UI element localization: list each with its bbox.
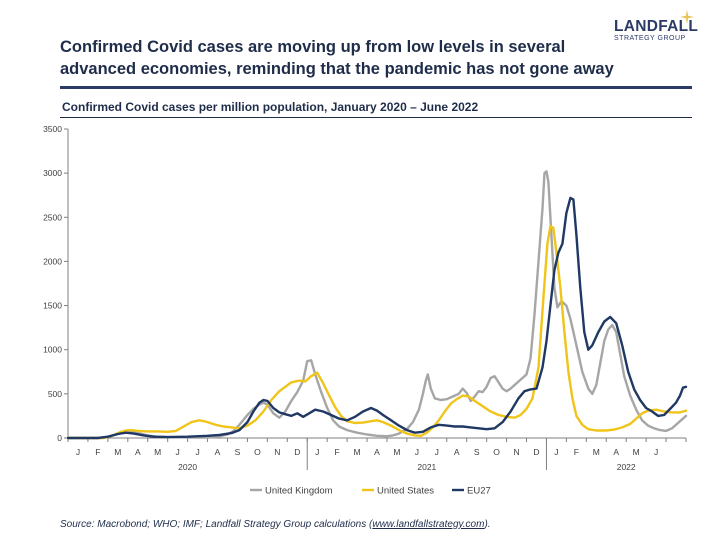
x-tick-label: M: [393, 447, 400, 457]
source-link[interactable]: www.landfallstrategy.com: [372, 519, 485, 530]
x-tick-label: A: [215, 447, 221, 457]
series-line-eu27: [66, 196, 688, 440]
series-line-united-states: [66, 224, 688, 440]
legend-label-united-states: United States: [377, 486, 434, 497]
y-tick-label: 3000: [43, 168, 62, 178]
x-tick-label: D: [294, 447, 300, 457]
star-icon: [680, 10, 694, 24]
x-tick-label: M: [593, 447, 600, 457]
y-tick-label: 0: [57, 433, 62, 443]
x-tick-label: J: [315, 447, 319, 457]
y-tick-label: 3500: [43, 124, 62, 134]
x-tick-label: N: [274, 447, 280, 457]
legend-label-eu27: EU27: [467, 486, 491, 497]
x-tick-label: J: [176, 447, 180, 457]
source-text: Source: Macrobond; WHO; IMF; Landfall St…: [60, 519, 373, 530]
x-tick-label: J: [654, 447, 658, 457]
x-tick-label: J: [415, 447, 419, 457]
year-label: 2020: [178, 462, 197, 472]
brand-logo: LANDFALL STRATEGY GROUP: [614, 10, 710, 42]
line-chart: 0 500 1000 1500 2000 2500 3000 3500 J F M A M J J A S O N D…: [43, 124, 688, 497]
source-note: Source: Macrobond; WHO; IMF; Landfall St…: [60, 519, 700, 530]
y-tick-label: 2000: [43, 256, 62, 266]
y-tick-label: 500: [48, 389, 62, 399]
page-headline: Confirmed Covid cases are moving up from…: [60, 38, 614, 78]
header-divider: [60, 86, 692, 89]
x-tick-label: J: [554, 447, 558, 457]
x-tick-label: M: [114, 447, 121, 457]
source-suffix: ).: [484, 519, 491, 530]
chart-title-divider: [60, 117, 692, 118]
x-tick-label: S: [235, 447, 241, 457]
chart-title: Confirmed Covid cases per million popula…: [62, 100, 479, 114]
y-tick-label: 2500: [43, 212, 62, 222]
x-tick-label: D: [533, 447, 539, 457]
x-tick-label: A: [135, 447, 141, 457]
x-tick-label: J: [76, 447, 80, 457]
x-tick-label: J: [195, 447, 199, 457]
chart-axes: 0 500 1000 1500 2000 2500 3000 3500 J F M A M J J A S O N D…: [43, 124, 687, 472]
x-tick-label: O: [254, 447, 261, 457]
x-tick-label: J: [435, 447, 439, 457]
x-tick-label: A: [374, 447, 380, 457]
x-tick-label: M: [633, 447, 640, 457]
y-tick-label: 1500: [43, 301, 62, 311]
legend-label-united-kingdom: United Kingdom: [265, 486, 333, 497]
x-tick-label: F: [574, 447, 579, 457]
brand-name: LANDFALL: [614, 18, 699, 35]
x-tick-label: F: [95, 447, 100, 457]
x-tick-label: M: [154, 447, 161, 457]
x-tick-label: S: [474, 447, 480, 457]
x-tick-label: O: [493, 447, 500, 457]
series-layer: [66, 170, 688, 440]
brand-subtitle: STRATEGY GROUP: [614, 35, 686, 42]
year-label: 2021: [417, 462, 436, 472]
series-line-united-kingdom: [66, 170, 688, 440]
x-tick-label: A: [454, 447, 460, 457]
y-tick-label: 1000: [43, 345, 62, 355]
chart-legend: United Kingdom United States EU27: [250, 486, 491, 497]
x-tick-label: N: [513, 447, 519, 457]
x-tick-label: A: [613, 447, 619, 457]
year-label: 2022: [617, 462, 636, 472]
x-tick-label: F: [335, 447, 340, 457]
x-tick-label: M: [354, 447, 361, 457]
